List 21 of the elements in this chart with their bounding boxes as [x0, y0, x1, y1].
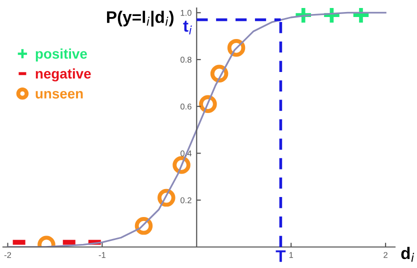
legend-label: positive [36, 48, 87, 62]
point [227, 38, 246, 57]
x-tick-label: -1 [98, 252, 106, 258]
y-tick-label: 0.8 [180, 56, 192, 63]
legend-label: unseen [36, 90, 83, 99]
x-tick-label: -2 [4, 252, 12, 258]
x-tick-label: 2 [384, 252, 388, 258]
ref-line-label: T [276, 250, 286, 262]
point [134, 217, 153, 235]
y-axis-title: P(y=l$_{i}$|d$_{i}$) [107, 10, 174, 27]
point [210, 64, 228, 82]
y-tick-label: 0.6 [180, 104, 192, 110]
y-tick-label: 0.2 [180, 197, 192, 204]
x-tick-label: 1 [289, 252, 294, 258]
point [158, 188, 176, 207]
ref-line-label: t$_{i}$ [183, 20, 192, 34]
point [199, 95, 217, 113]
point [172, 156, 190, 174]
legend-label: negative [36, 68, 91, 82]
y-tick-label: 1.0 [180, 10, 192, 16]
x-axis-title: d$_{i}$ [401, 246, 414, 262]
